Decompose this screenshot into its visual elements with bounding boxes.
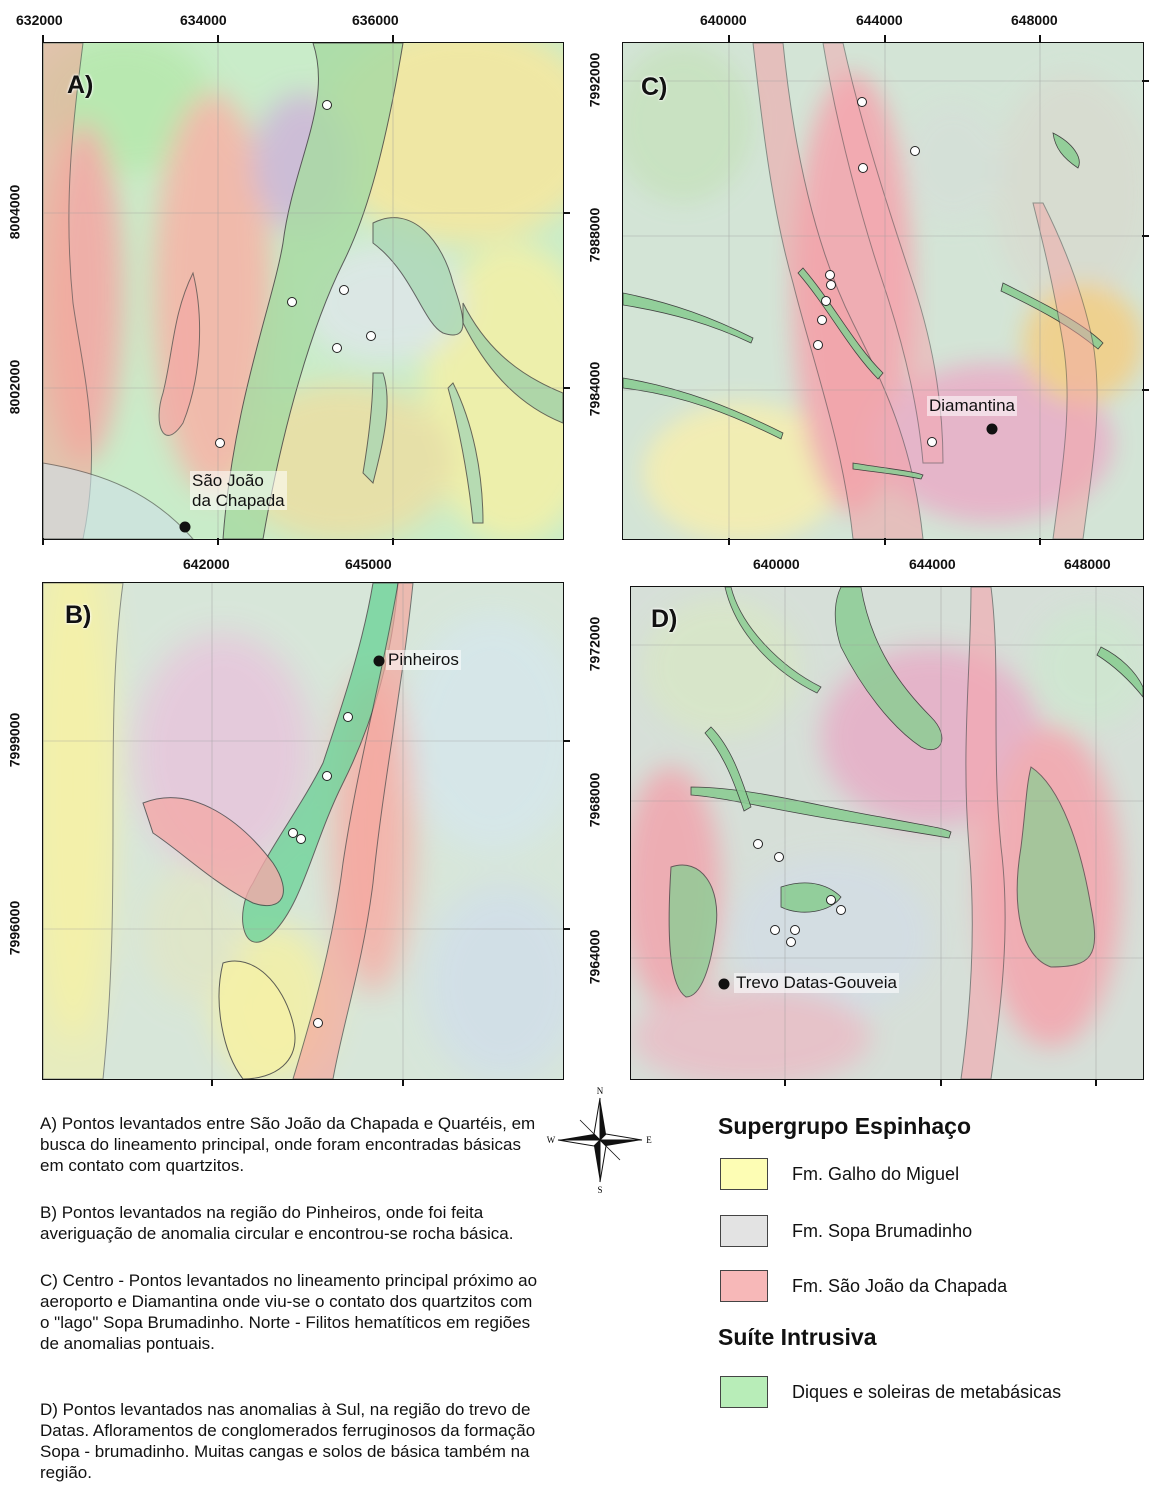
x-tick-label: 640000 <box>753 556 800 572</box>
y-tick-label: 7972000 <box>586 616 603 672</box>
survey-point <box>927 437 937 447</box>
survey-point <box>753 839 763 849</box>
y-tick-label: 8002000 <box>6 359 23 415</box>
survey-point <box>288 828 298 838</box>
map-panel-c: C) Diamantina <box>622 42 1144 540</box>
town-marker <box>179 521 191 533</box>
survey-point <box>826 280 836 290</box>
map-panel-d: D) Trevo Datas-Gouveia <box>630 586 1144 1080</box>
panel-label-d: D) <box>651 605 678 633</box>
y-tick-label: 7984000 <box>586 361 603 417</box>
survey-point <box>836 905 846 915</box>
survey-point <box>826 895 836 905</box>
x-tick-label: 644000 <box>909 556 956 572</box>
legend-swatch <box>720 1158 768 1190</box>
survey-point <box>821 296 831 306</box>
place-label-diamantina: Diamantina <box>927 396 1017 416</box>
place-label-trevo-datas-gouveia: Trevo Datas-Gouveia <box>734 973 899 993</box>
survey-point <box>296 834 306 844</box>
map-panel-a: A) São João da Chapada <box>42 42 564 540</box>
place-label-pinheiros: Pinheiros <box>386 650 461 670</box>
x-tick-label: 632000 <box>16 12 63 28</box>
legend-swatch <box>720 1376 768 1408</box>
y-tick-label: 7992000 <box>586 52 603 108</box>
legend-swatch <box>720 1270 768 1302</box>
survey-point <box>786 937 796 947</box>
legend-label: Diques e soleiras de metabásicas <box>792 1381 1062 1402</box>
x-tick-label: 645000 <box>345 556 392 572</box>
town-marker <box>718 978 730 990</box>
survey-point <box>770 925 780 935</box>
legend-title-supergrupo: Supergrupo Espinhaço <box>718 1113 972 1139</box>
survey-point <box>322 100 332 110</box>
y-tick-label: 7964000 <box>586 929 603 985</box>
description-a: A) Pontos levantados entre São João da C… <box>40 1114 536 1175</box>
legend-item-sao-joao-da-chapada: Fm. São João da Chapada <box>720 1268 1007 1304</box>
survey-point <box>857 97 867 107</box>
survey-point <box>215 438 225 448</box>
description-b: B) Pontos levantados na região do Pinhei… <box>40 1203 514 1243</box>
x-tick-label: 634000 <box>180 12 227 28</box>
x-tick-label: 636000 <box>352 12 399 28</box>
legend-item-sopa-brumadinho: Fm. Sopa Brumadinho <box>720 1213 972 1249</box>
survey-point <box>817 315 827 325</box>
survey-point <box>366 331 376 341</box>
y-tick-label: 7999000 <box>6 712 23 768</box>
legend-label: Fm. Galho do Miguel <box>792 1163 960 1184</box>
compass-w: W <box>547 1135 556 1145</box>
survey-point <box>858 163 868 173</box>
survey-point <box>313 1018 323 1028</box>
x-tick-label: 648000 <box>1011 12 1058 28</box>
description-d: D) Pontos levantados nas anomalias à Sul… <box>40 1400 536 1482</box>
map-a-geology <box>43 43 563 539</box>
survey-point <box>790 925 800 935</box>
legend-item-metabasicas: Diques e soleiras de metabásicas <box>720 1374 1061 1410</box>
survey-point <box>322 771 332 781</box>
place-label-sao-joao-da-chapada: São João da Chapada <box>190 471 287 511</box>
town-marker <box>986 423 998 435</box>
survey-point <box>813 340 823 350</box>
y-tick-label: 7968000 <box>586 772 603 828</box>
legend-label: Fm. Sopa Brumadinho <box>792 1220 973 1241</box>
compass-n: N <box>597 1086 604 1096</box>
north-arrow-icon: N S E W <box>547 1086 653 1195</box>
x-tick-label: 642000 <box>183 556 230 572</box>
map-d-geology <box>631 587 1143 1079</box>
survey-point <box>825 270 835 280</box>
map-panel-b: B) Pinheiros <box>42 582 564 1080</box>
map-b-geology <box>43 583 563 1079</box>
x-tick-label: 644000 <box>856 12 903 28</box>
legend-title-suite-intrusiva: Suíte Intrusiva <box>718 1324 877 1350</box>
compass-e: E <box>646 1135 652 1145</box>
survey-point <box>774 852 784 862</box>
description-c: C) Centro - Pontos levantados no lineame… <box>40 1271 538 1353</box>
panel-label-a: A) <box>67 71 94 99</box>
legend-item-galho-do-miguel: Fm. Galho do Miguel <box>720 1156 959 1192</box>
compass-s: S <box>597 1185 602 1195</box>
panel-label-c: C) <box>641 73 668 101</box>
y-tick-label: 7996000 <box>6 900 23 956</box>
x-tick-label: 648000 <box>1064 556 1111 572</box>
y-tick-label: 8004000 <box>6 184 23 240</box>
survey-point <box>910 146 920 156</box>
survey-point <box>287 297 297 307</box>
survey-point <box>339 285 349 295</box>
x-tick-label: 640000 <box>700 12 747 28</box>
panel-label-b: B) <box>65 601 92 629</box>
y-tick-label: 7988000 <box>586 207 603 263</box>
survey-point <box>332 343 342 353</box>
survey-point <box>343 712 353 722</box>
legend-label: Fm. São João da Chapada <box>792 1275 1008 1296</box>
town-marker <box>373 655 385 667</box>
map-c-geology <box>623 43 1143 539</box>
legend-swatch <box>720 1215 768 1247</box>
